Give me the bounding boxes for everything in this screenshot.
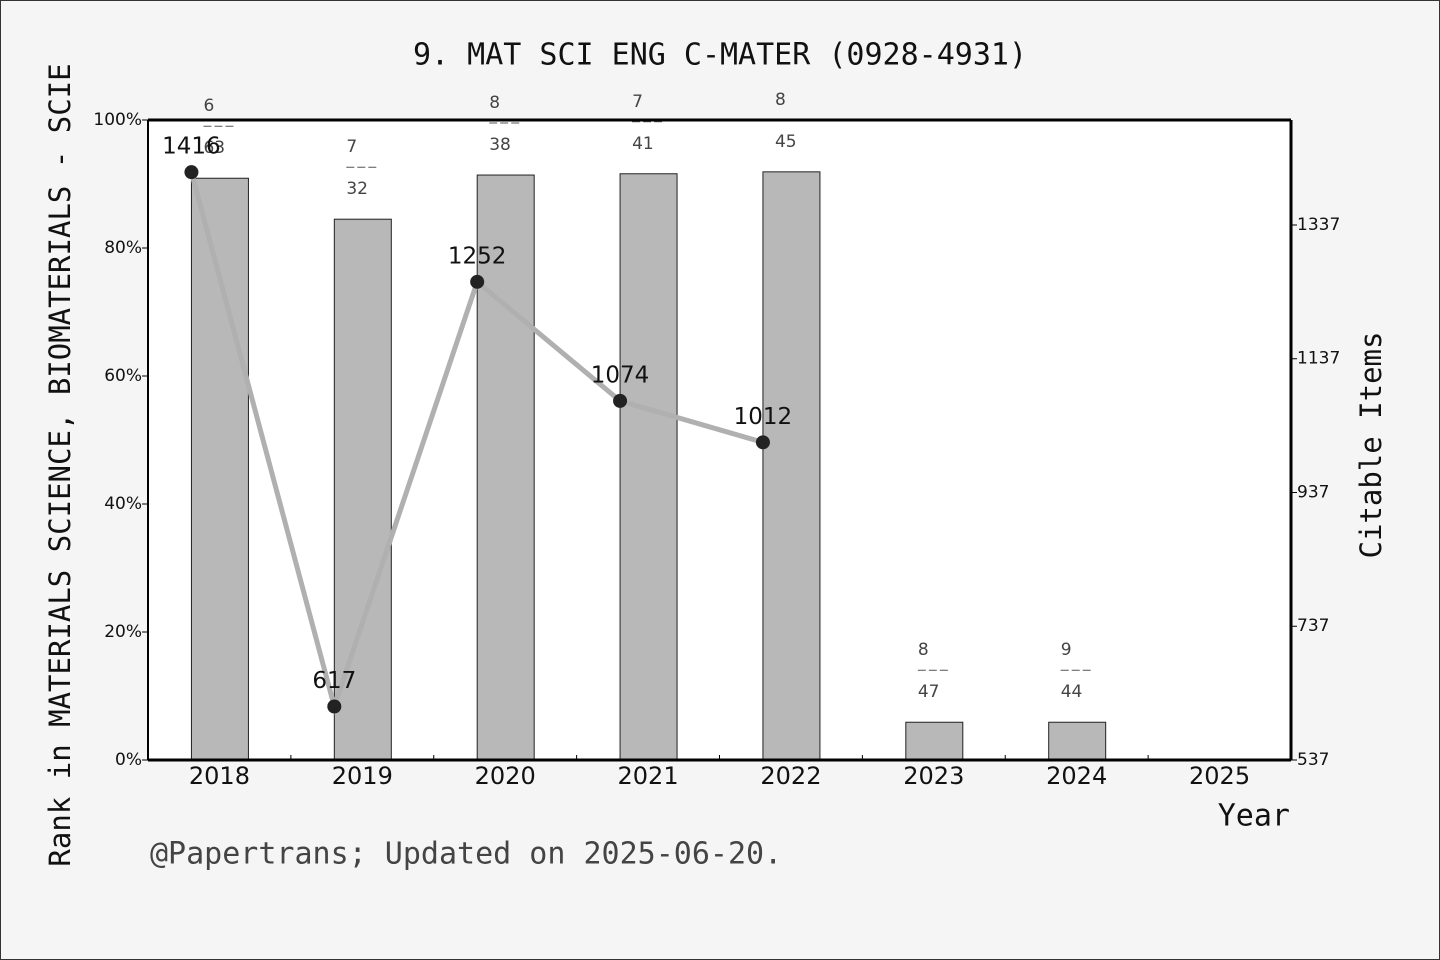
chart-title: 9. MAT SCI ENG C-MATER (0928-4931) <box>413 38 1027 73</box>
y2-tick-label: 737 <box>1297 616 1329 636</box>
point <box>613 393 628 408</box>
y2-tick-label: 1337 <box>1297 215 1340 235</box>
plot-area <box>148 120 1291 760</box>
x-tick-label: 2020 <box>475 762 536 790</box>
y-tick-label: 0% <box>115 750 142 770</box>
y2-tick-label: 937 <box>1297 482 1329 502</box>
bar <box>333 218 392 761</box>
total-label: 38 <box>489 135 511 155</box>
y-tick-label: 20% <box>104 622 142 642</box>
x-tick-label: 2019 <box>332 762 393 790</box>
total-label: 44 <box>1061 682 1083 702</box>
point-label: 1074 <box>591 362 650 388</box>
x-axis-label: Year <box>1218 799 1290 834</box>
rank-label: 8 <box>918 640 929 660</box>
total-label: 47 <box>918 682 940 702</box>
bar <box>762 171 821 761</box>
y-tick-label: 100% <box>93 110 142 130</box>
bar <box>1048 721 1107 761</box>
rank-label: 8 <box>489 93 500 113</box>
x-tick-label: 2022 <box>760 762 821 790</box>
x-tick-label: 2023 <box>903 762 964 790</box>
y-tick-label: 40% <box>104 494 142 514</box>
rank-label: 7 <box>346 137 357 157</box>
bar <box>619 173 678 761</box>
rank-label: 8 <box>775 90 786 110</box>
x-tick-label: 2025 <box>1189 762 1250 790</box>
y-tick-label: 80% <box>104 238 142 258</box>
x-tick-label: 2018 <box>189 762 250 790</box>
y2-axis-label: Citable Items <box>1354 332 1388 559</box>
point <box>327 699 342 714</box>
total-label: 41 <box>632 134 654 154</box>
x-tick-label: 2021 <box>618 762 679 790</box>
y-axis-label: Rank in MATERIALS SCIENCE, BIOMATERIALS … <box>43 63 77 866</box>
point-label: 1012 <box>734 404 793 430</box>
total-label: 45 <box>775 132 797 152</box>
y-tick-label: 60% <box>104 366 142 386</box>
point <box>755 435 770 450</box>
y2-tick-label: 537 <box>1297 750 1329 770</box>
total-label: 63 <box>203 138 225 158</box>
point-label: 1252 <box>448 243 507 269</box>
point <box>184 165 199 180</box>
total-label: 32 <box>346 179 368 199</box>
bar <box>476 174 535 761</box>
point-label: 1416 <box>162 134 221 160</box>
rank-label: 9 <box>1061 640 1072 660</box>
bar <box>905 721 964 761</box>
point <box>470 274 485 289</box>
bar <box>190 177 249 761</box>
y2-tick-label: 1137 <box>1297 349 1340 369</box>
footnote: @Papertrans; Updated on 2025-06-20. <box>150 837 782 872</box>
point-label: 617 <box>312 668 356 694</box>
rank-label: 7 <box>632 92 643 112</box>
rank-label: 6 <box>203 96 214 116</box>
x-tick-label: 2024 <box>1046 762 1107 790</box>
